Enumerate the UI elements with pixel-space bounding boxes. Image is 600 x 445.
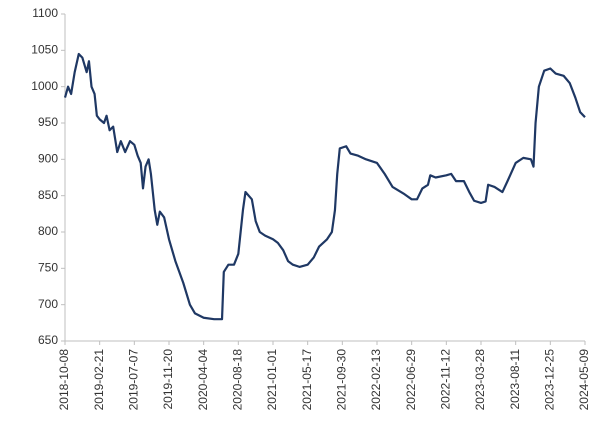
x-tick-label: 2022-06-29 bbox=[404, 349, 418, 411]
x-tick-label: 2020-04-04 bbox=[196, 349, 210, 411]
y-tick-label: 950 bbox=[38, 115, 58, 129]
x-tick-label: 2019-11-20 bbox=[161, 349, 175, 410]
y-tick-label: 1000 bbox=[31, 79, 58, 93]
x-tick-label: 2024-05-09 bbox=[577, 349, 591, 411]
x-tick-label: 2021-01-01 bbox=[265, 349, 279, 411]
x-tick-label: 2018-10-08 bbox=[57, 349, 71, 411]
x-tick-label: 2022-11-12 bbox=[439, 349, 453, 410]
y-tick-label: 1100 bbox=[32, 6, 58, 20]
y-tick-label: 750 bbox=[38, 261, 58, 275]
x-tick-label: 2023-08-11 bbox=[508, 349, 522, 410]
x-tick-label: 2019-02-21 bbox=[92, 349, 106, 411]
y-tick-label: 700 bbox=[38, 297, 58, 311]
y-tick-label: 1050 bbox=[31, 43, 58, 57]
x-tick-label: 2023-12-25 bbox=[543, 349, 557, 411]
x-tick-label: 2019-07-07 bbox=[127, 349, 141, 411]
x-tick-label: 2021-05-17 bbox=[300, 349, 314, 411]
y-tick-label: 650 bbox=[38, 333, 58, 347]
x-tick-label: 2023-03-28 bbox=[473, 349, 487, 411]
x-tick-label: 2022-02-13 bbox=[369, 349, 383, 411]
y-tick-label: 800 bbox=[38, 224, 58, 238]
x-tick-label: 2020-08-18 bbox=[231, 349, 245, 411]
y-tick-label: 900 bbox=[38, 152, 58, 166]
x-tick-label: 2021-09-30 bbox=[335, 349, 349, 411]
line bbox=[63, 52, 586, 321]
y-tick-label: 850 bbox=[38, 188, 58, 202]
